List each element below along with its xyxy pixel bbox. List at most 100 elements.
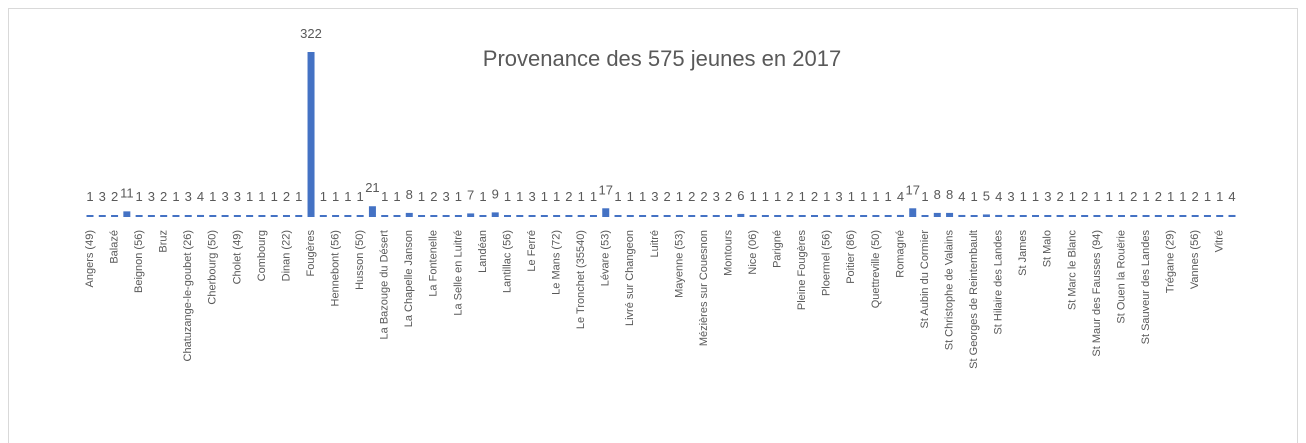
x-tick-label: Trégane (29) [1165,230,1177,293]
bar [1081,215,1089,217]
x-tick-label: Le Mans (72) [551,230,563,295]
data-label: 1 [357,189,364,204]
bar [946,212,954,217]
x-tick-label: Vitré [1214,230,1226,252]
x-tick-label: St Marc le Blanc [1066,230,1078,311]
bar [639,215,647,217]
x-tick-label: Le Tronchet (35540) [575,230,587,329]
bar [344,215,352,217]
x-tick-label: St Ouen la Rouërie [1115,230,1127,324]
bar [663,215,671,217]
data-label: 1 [172,189,179,204]
data-label: 1 [848,189,855,204]
bar [1056,215,1064,217]
bar [430,215,438,217]
data-label: 1 [1204,189,1211,204]
bar [896,214,904,217]
bar [172,215,180,217]
bar [995,214,1003,217]
data-label: 1 [872,189,879,204]
bar [835,215,843,217]
data-label: 1 [774,189,781,204]
data-label: 1 [479,189,486,204]
data-label: 1 [1179,189,1186,204]
data-label: 1 [614,189,621,204]
data-label: 2 [700,189,707,204]
x-tick-label: Landéan [477,230,489,273]
bar [98,215,106,217]
data-label: 2 [725,189,732,204]
bar [847,215,855,217]
bar [970,215,978,217]
x-tick-label: Beignon (56) [133,230,145,293]
bar [123,211,131,217]
data-label: 1 [639,189,646,204]
data-label: 1 [393,189,400,204]
data-label: 1 [676,189,683,204]
bar [442,215,450,217]
bar [418,215,426,217]
bar [184,215,192,217]
bar [712,215,720,217]
bar [295,215,303,217]
bar [368,206,376,217]
data-label: 4 [958,189,965,204]
bar [602,208,610,217]
data-label: 1 [1020,189,1027,204]
data-label: 1 [1167,189,1174,204]
data-label: 1 [455,189,462,204]
data-label: 6 [737,188,744,203]
bar [884,215,892,217]
bar [1007,215,1015,217]
x-tick-label: St James [1017,230,1029,276]
x-tick-label: St Hilaire des Landes [993,230,1005,335]
data-label: 1 [921,189,928,204]
data-label: 4 [897,189,904,204]
bar [860,215,868,217]
bar [1068,215,1076,217]
bar [1179,215,1187,217]
bar [1191,215,1199,217]
data-label: 1 [553,189,560,204]
x-tick-label: Combourg [256,230,268,281]
data-label: 21 [365,180,379,195]
bar [1093,215,1101,217]
data-label: 3 [528,189,535,204]
bar [675,215,683,217]
data-label: 1 [799,189,806,204]
bar [823,215,831,217]
x-tick-label: Bruz [158,230,170,253]
bar [197,214,205,217]
bar [1142,215,1150,217]
bar [405,212,413,217]
bar [381,215,389,217]
x-tick-label: Hennebont (56) [329,230,341,306]
bar [1044,215,1052,217]
chart-frame [8,8,1298,443]
data-label: 1 [1106,189,1113,204]
data-label: 4 [1228,189,1235,204]
bar [270,215,278,217]
data-label: 2 [1056,189,1063,204]
bar [246,215,254,217]
x-tick-label: Chatuzange-le-goubet (26) [182,230,194,361]
data-label: 1 [971,189,978,204]
data-label: 1 [516,189,523,204]
x-tick-label: Le Ferré [526,230,538,272]
bar [1154,215,1162,217]
bar [810,215,818,217]
data-label: 1 [332,189,339,204]
bar [332,215,340,217]
data-label: 5 [983,188,990,203]
bar [1130,215,1138,217]
x-tick-label: Pleine Fougères [796,230,808,311]
data-label: 17 [905,182,919,197]
bar [479,215,487,217]
bar [454,215,462,217]
data-label: 1 [418,189,425,204]
x-tick-label: Balazé [108,230,120,264]
data-label: 2 [688,189,695,204]
x-tick-label: St Christophe de Valains [943,230,955,351]
data-label: 2 [664,189,671,204]
x-tick-label: St Georges de Reintembault [968,230,980,369]
